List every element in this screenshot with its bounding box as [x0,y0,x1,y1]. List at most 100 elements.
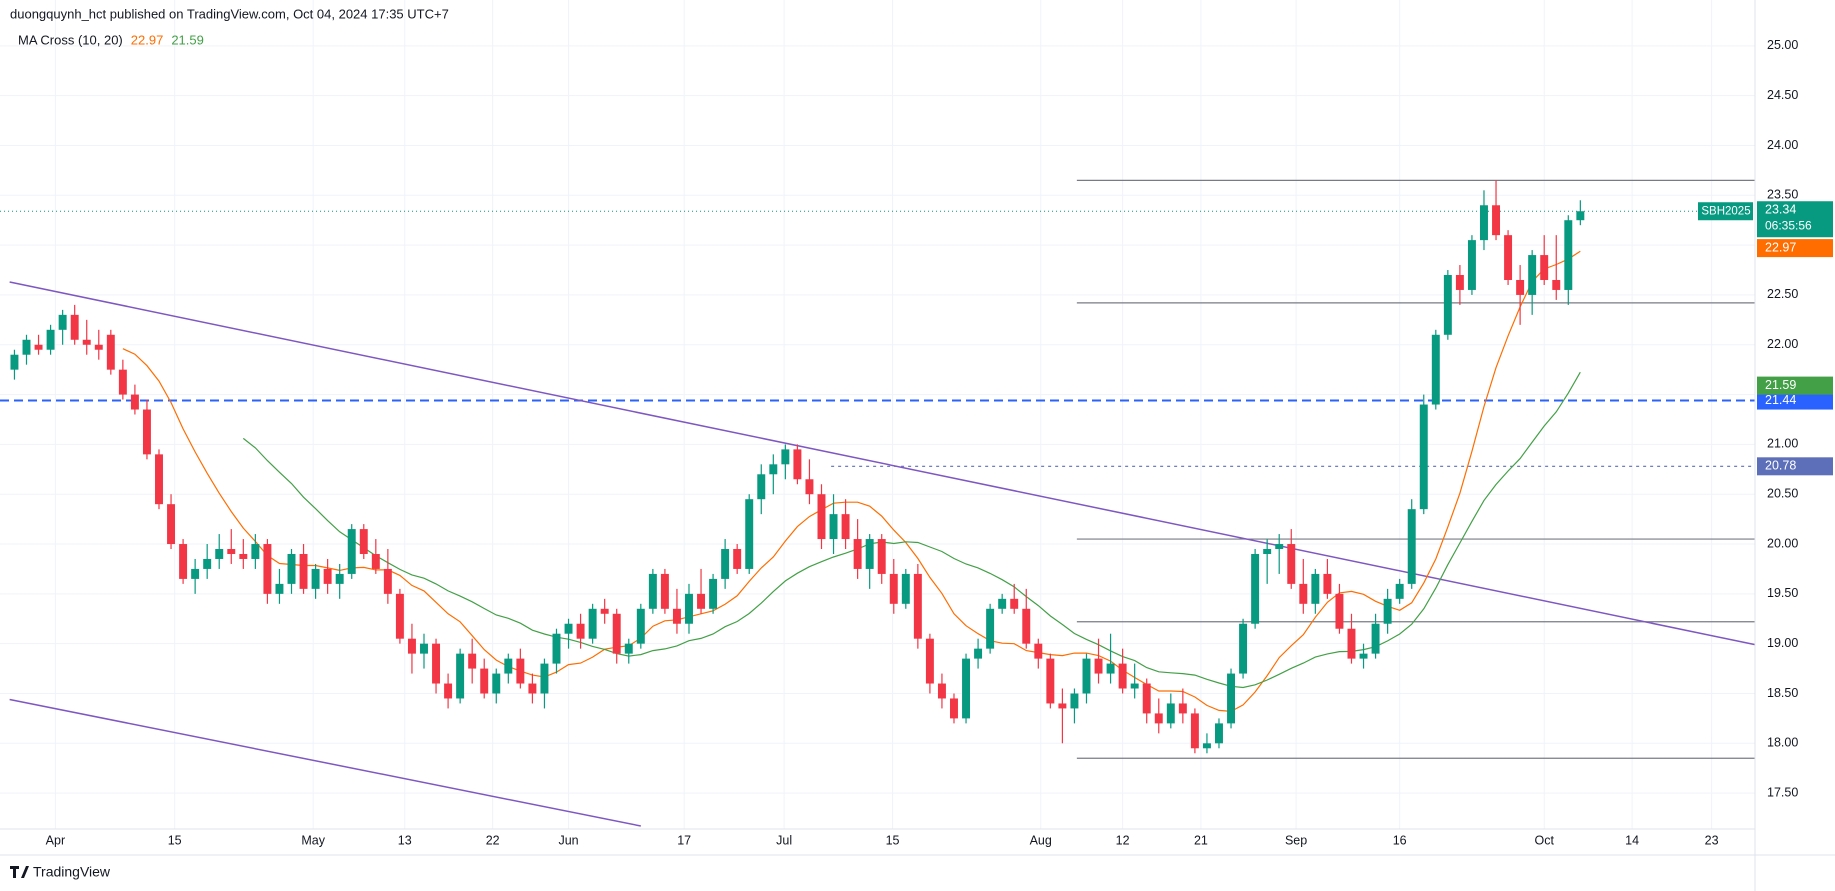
candle-body [359,529,368,554]
candle-body [1335,593,1344,629]
candle-body [432,643,441,684]
trend-line [9,698,641,827]
candle-body [998,598,1007,609]
candle-body [1516,279,1525,295]
candle-body [215,549,224,559]
candle-body [685,593,693,624]
candle-body [576,623,585,639]
candle-body [1480,205,1488,241]
candle-body [70,314,79,340]
attribution: duongquynh_hct published on TradingView.… [10,6,449,21]
candle-body [468,653,477,669]
candle-body [1311,573,1320,604]
candle-body [853,539,862,569]
candle-body [564,623,573,634]
candle-body [299,553,308,589]
marks-layer [10,180,1585,754]
ma-tag-label: 21.59 [1765,378,1796,392]
candle-body [130,394,139,410]
candle-body [420,643,428,654]
candle-body [34,344,43,350]
x-tick-label: May [301,833,325,847]
x-tick-label: 17 [677,833,691,847]
brand: TradingView [33,864,111,880]
candle-body [335,573,344,584]
candle-body [937,683,946,699]
candle-body [395,593,404,639]
candle-body [480,668,489,694]
candle-body [672,608,681,624]
x-tick-label: Apr [46,833,65,847]
candle-body [841,514,850,540]
candle-body [287,553,296,584]
candle-body [1492,205,1501,236]
candle-body [516,658,525,684]
candle-body [817,494,826,540]
candle-body [311,568,320,589]
candle-body [1202,743,1211,749]
x-tick-label: Sep [1285,833,1307,847]
candle-body [950,698,958,719]
candle-body [191,568,200,579]
candle-body [10,354,19,370]
x-tick-label: 16 [1393,833,1407,847]
candle-body [974,648,983,659]
candle-body [769,464,778,475]
y-tick-label: 22.50 [1767,287,1798,301]
x-tick-label: 23 [1705,833,1719,847]
candle-body [1178,703,1187,714]
candle-body [1263,549,1272,554]
candle-body [1419,404,1428,510]
x-tick-label: Oct [1534,833,1554,847]
y-tick-label: 20.50 [1767,487,1798,501]
y-tick-label: 17.50 [1767,785,1798,799]
y-tick-label: 21.00 [1767,437,1798,451]
candle-body [962,658,971,719]
candle-body [1528,255,1537,295]
y-tick-label: 19.50 [1767,586,1798,600]
candle-body [1166,703,1175,724]
price-tag-label: 21.44 [1765,393,1796,407]
candle-body [889,573,898,604]
moving-average [242,371,1581,689]
candle-body [1564,220,1573,290]
y-tick-label: 25.00 [1767,38,1798,52]
candle-body [1215,723,1223,744]
candle-body [1431,334,1440,405]
candle-body [263,544,272,594]
x-tick-label: 21 [1194,833,1208,847]
candle-body [624,643,633,654]
candle-body [1082,658,1091,694]
price-tag-label: 20.78 [1765,459,1796,473]
y-tick-label: 20.00 [1767,536,1798,550]
candle-body [407,638,416,654]
candle-body [1576,211,1585,221]
candle-body [1046,658,1055,704]
candle-body [94,344,103,350]
candle-body [1359,653,1368,659]
candle-body [757,474,766,500]
candle-body [444,683,453,699]
candle-body [22,339,31,355]
y-tick-label: 18.00 [1767,736,1798,750]
candle-body [227,549,236,554]
last-price-label: 23.34 [1765,203,1796,217]
symbol-tag [1698,202,1753,221]
candle-body [1323,573,1332,594]
candle-body [179,544,188,579]
candle-body [1142,683,1151,714]
candle-body [1443,275,1452,335]
grid-layer [0,0,1755,829]
candle-body [612,613,621,654]
candle-body [805,479,814,495]
candle-body [1058,703,1067,709]
candle-body [1467,240,1476,290]
candle-body [203,558,212,569]
x-tick-label: 15 [886,833,900,847]
candle-body [1251,553,1260,624]
brand-logo [10,866,29,878]
x-tick-label: 22 [486,833,500,847]
candle-body [1347,628,1356,659]
